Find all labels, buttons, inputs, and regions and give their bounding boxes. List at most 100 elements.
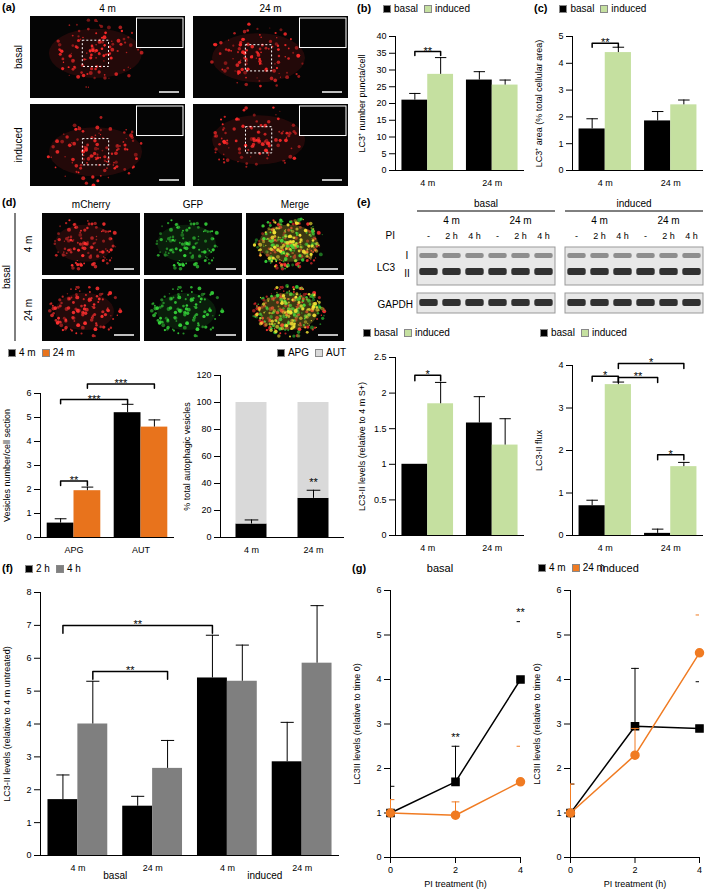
svg-text:Vesicles number/cell section: Vesicles number/cell section [2, 409, 12, 522]
svg-text:4 m: 4 m [99, 3, 116, 14]
svg-text:-: - [496, 231, 499, 241]
svg-text:4 m: 4 m [244, 545, 259, 555]
svg-text:2: 2 [558, 112, 563, 122]
svg-text:2 h: 2 h [445, 231, 458, 241]
svg-text:**: ** [423, 45, 432, 57]
svg-text:basal: basal [13, 45, 24, 69]
svg-text:3: 3 [558, 403, 563, 413]
svg-text:10: 10 [376, 132, 386, 142]
svg-text:4: 4 [697, 865, 702, 875]
svg-text:PI treatment (h): PI treatment (h) [604, 879, 667, 889]
svg-text:I: I [406, 250, 409, 261]
svg-text:**: ** [133, 618, 142, 630]
svg-text:80: 80 [201, 424, 211, 434]
svg-text:PI treatment (h): PI treatment (h) [424, 879, 487, 889]
svg-text:0: 0 [381, 530, 386, 540]
svg-text:4 m: 4 m [70, 863, 85, 873]
svg-text:40: 40 [201, 478, 211, 488]
svg-text:4 m: 4 m [220, 863, 235, 873]
svg-text:20: 20 [376, 98, 386, 108]
svg-text:4 m: 4 m [443, 215, 460, 226]
svg-text:basal: basal [103, 870, 127, 881]
svg-text:5: 5 [556, 630, 561, 640]
svg-text:(a): (a) [2, 1, 16, 13]
svg-text:0: 0 [26, 850, 31, 860]
svg-text:4: 4 [376, 674, 381, 684]
svg-text:24 m: 24 m [292, 863, 312, 873]
svg-text:24 m: 24 m [509, 215, 531, 226]
svg-text:Merge: Merge [281, 199, 310, 210]
svg-text:2 h: 2 h [593, 231, 606, 241]
svg-text:**: ** [309, 476, 318, 488]
svg-text:2: 2 [558, 445, 563, 455]
svg-text:1.5: 1.5 [374, 424, 387, 434]
svg-text:(d): (d) [2, 196, 16, 208]
svg-text:4 h: 4 h [616, 231, 629, 241]
svg-text:4 h: 4 h [468, 231, 481, 241]
svg-text:0: 0 [388, 865, 393, 875]
svg-text:2: 2 [632, 865, 637, 875]
svg-text:2: 2 [556, 763, 561, 773]
svg-text:5: 5 [558, 31, 563, 41]
svg-text:3: 3 [26, 460, 31, 470]
svg-text:basal: basal [474, 198, 498, 209]
svg-text:24 m: 24 m [259, 3, 281, 14]
svg-text:6: 6 [376, 585, 381, 595]
svg-text:-: - [644, 231, 647, 241]
svg-text:2: 2 [381, 388, 386, 398]
svg-text:induced: induced [616, 198, 651, 209]
svg-text:LC3-II levels (relative to 4 m: LC3-II levels (relative to 4 m S+) [357, 382, 367, 511]
svg-text:20: 20 [201, 505, 211, 515]
svg-text:4 h: 4 h [537, 231, 550, 241]
svg-text:AUT: AUT [132, 545, 151, 555]
svg-text:5: 5 [376, 630, 381, 640]
svg-text:2: 2 [26, 785, 31, 795]
svg-text:% total autophagic vesicles: % total autophagic vesicles [182, 402, 192, 511]
svg-text:LC3⁺ number puncta/cell: LC3⁺ number puncta/cell [357, 54, 367, 152]
svg-text:LC3-II flux: LC3-II flux [534, 429, 544, 471]
svg-text:induced: induced [247, 870, 282, 881]
svg-text:***: *** [114, 377, 128, 389]
svg-text:*: * [426, 368, 431, 380]
svg-text:35: 35 [376, 48, 386, 58]
svg-text:II: II [404, 268, 410, 279]
svg-text:40: 40 [376, 31, 386, 41]
svg-text:7: 7 [26, 620, 31, 630]
svg-text:2 h: 2 h [662, 231, 675, 241]
svg-text:24 m: 24 m [143, 863, 163, 873]
svg-text:4: 4 [558, 360, 563, 370]
svg-text:4: 4 [518, 865, 523, 875]
svg-text:6: 6 [26, 388, 31, 398]
svg-text:0: 0 [556, 852, 561, 862]
svg-text:4 m: 4 m [420, 543, 435, 553]
svg-text:2.5: 2.5 [374, 352, 387, 362]
svg-text:*: * [669, 448, 674, 460]
svg-text:0: 0 [26, 532, 31, 542]
svg-text:4 h: 4 h [685, 231, 698, 241]
svg-text:25: 25 [376, 82, 386, 92]
svg-text:24 m: 24 m [23, 299, 34, 321]
svg-text:3: 3 [376, 719, 381, 729]
svg-text:3: 3 [556, 719, 561, 729]
svg-text:5: 5 [381, 149, 386, 159]
svg-text:1: 1 [376, 808, 381, 818]
svg-text:GAPDH: GAPDH [377, 299, 413, 310]
svg-text:2: 2 [376, 763, 381, 773]
svg-text:4: 4 [26, 436, 31, 446]
svg-text:15: 15 [376, 115, 386, 125]
svg-text:-: - [575, 231, 578, 241]
svg-text:3: 3 [558, 85, 563, 95]
svg-text:5: 5 [26, 686, 31, 696]
svg-text:**: ** [516, 606, 525, 618]
svg-text:1: 1 [556, 808, 561, 818]
svg-text:24 m: 24 m [482, 178, 502, 188]
svg-text:0: 0 [206, 532, 211, 542]
svg-text:0: 0 [558, 530, 563, 540]
svg-text:60: 60 [201, 451, 211, 461]
svg-text:LC3⁺ area (% total cellular ar: LC3⁺ area (% total cellular area) [534, 40, 544, 168]
svg-text:LC3II levels (relative to time: LC3II levels (relative to time 0) [532, 663, 542, 785]
svg-text:30: 30 [376, 65, 386, 75]
svg-text:2: 2 [453, 865, 458, 875]
svg-text:24 m: 24 m [661, 543, 681, 553]
svg-text:2 h: 2 h [514, 231, 527, 241]
